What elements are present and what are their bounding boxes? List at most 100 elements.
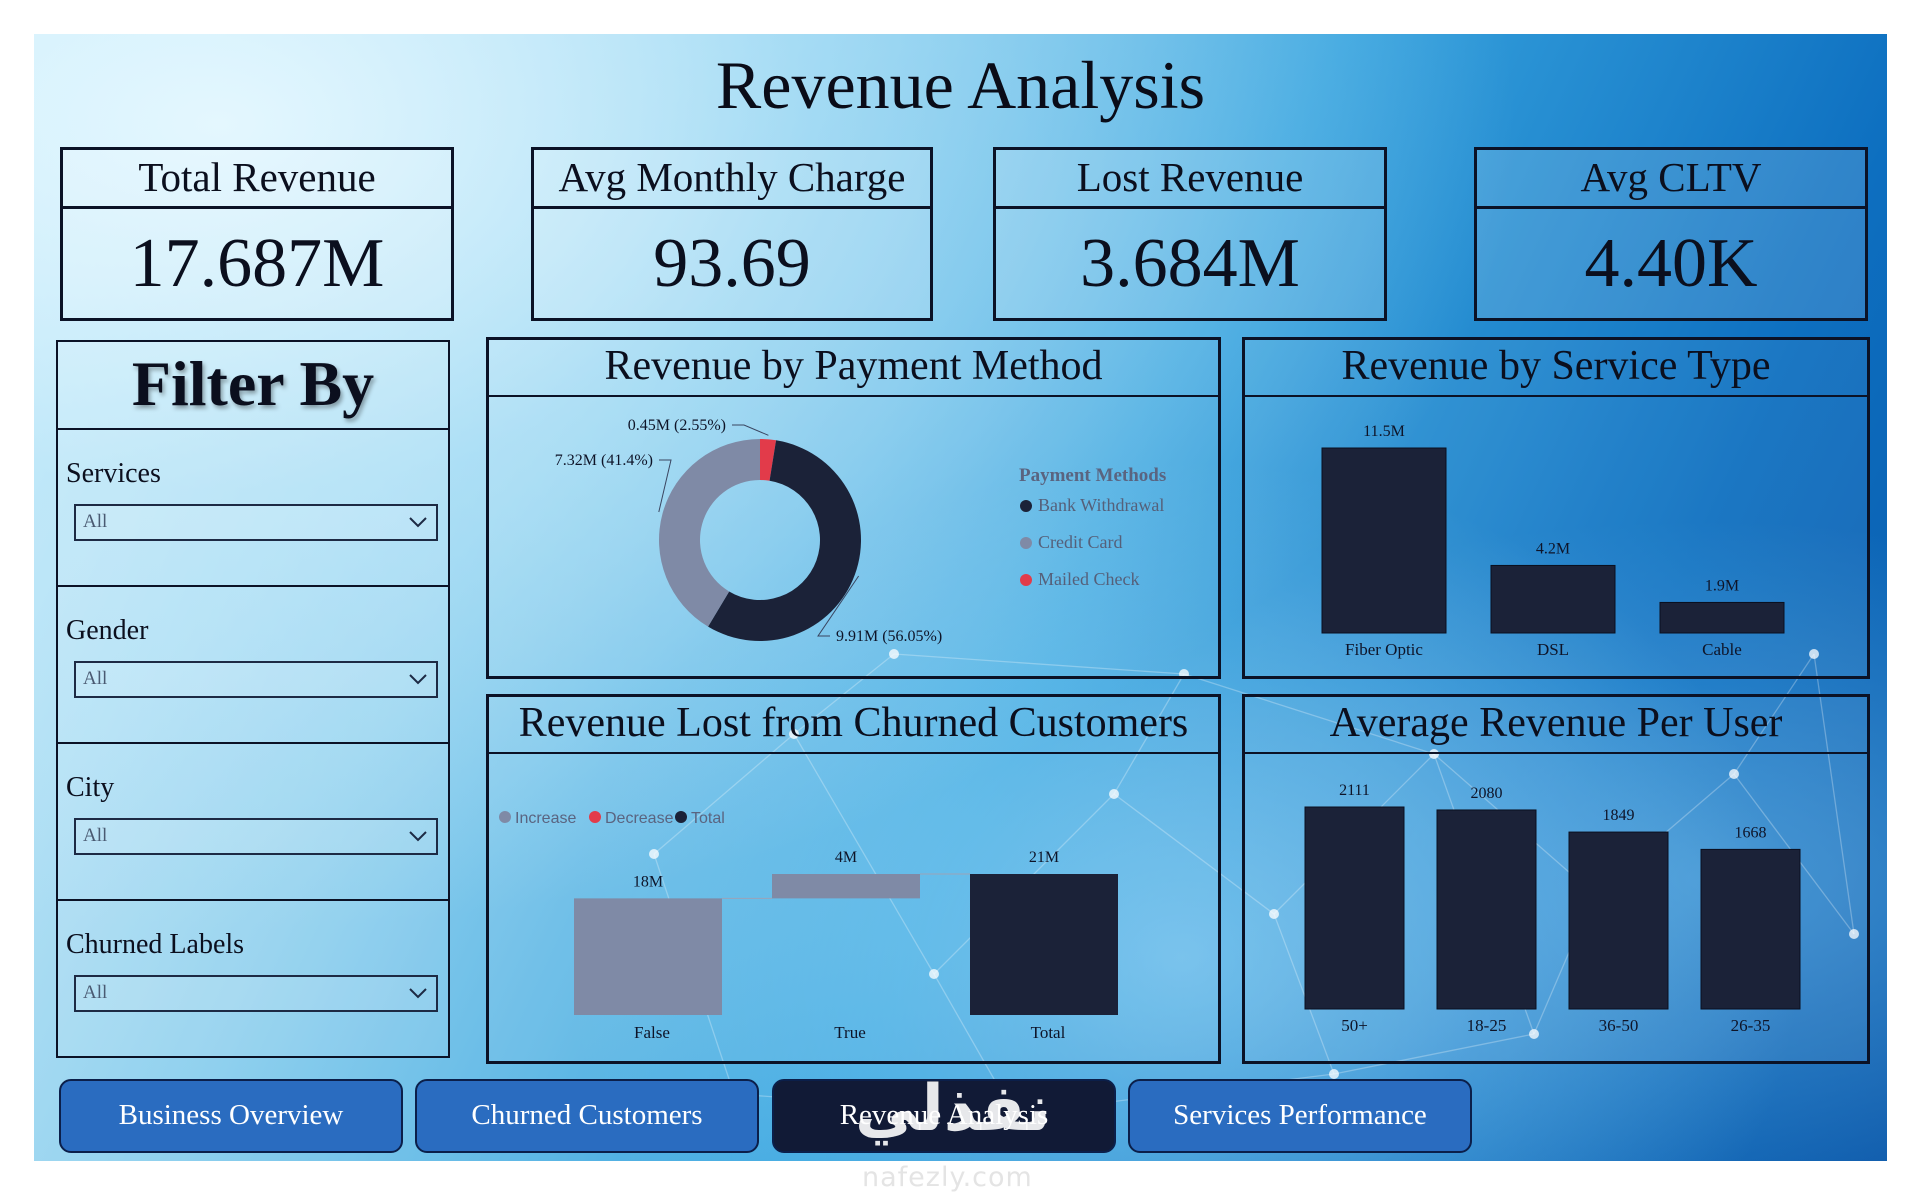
bar xyxy=(1700,848,1801,1010)
bar xyxy=(1568,831,1669,1010)
network-line xyxy=(1183,673,1435,755)
donut-data-label: 0.45M (2.55%) xyxy=(628,417,726,434)
x-tick-label: False xyxy=(634,1023,670,1042)
network-node xyxy=(1269,909,1279,919)
bar-data-label: 1849 xyxy=(1603,807,1635,824)
network-line xyxy=(1333,1033,1535,1075)
chevron-down-icon xyxy=(409,674,427,685)
panel-title: Average Revenue Per User xyxy=(1245,697,1867,754)
filter-label: City xyxy=(66,772,115,803)
kpi-avg-cltv: Avg CLTV 4.40K xyxy=(1474,147,1868,321)
legend-item: Decrease xyxy=(605,810,674,827)
dashboard-canvas: Revenue Analysis Total Revenue 17.687M A… xyxy=(34,34,1887,1161)
nav-revenue-analysis-button[interactable]: Revenue Analysis xyxy=(772,1079,1116,1153)
churned-labels-dropdown[interactable]: All xyxy=(74,975,438,1012)
filter-title: Filter By xyxy=(58,342,448,430)
legend-marker xyxy=(589,811,601,823)
x-tick-label: DSL xyxy=(1537,640,1569,659)
dropdown-value: All xyxy=(83,668,108,689)
bar xyxy=(1436,809,1537,1010)
x-tick-label: 26-35 xyxy=(1731,1016,1771,1035)
panel-title: Revenue by Service Type xyxy=(1245,340,1867,397)
bar xyxy=(772,874,920,899)
panel-title: Revenue by Payment Method xyxy=(489,340,1218,397)
network-line xyxy=(653,733,795,855)
kpi-label: Avg CLTV xyxy=(1477,150,1865,209)
services-dropdown[interactable]: All xyxy=(74,504,438,541)
donut-leader-line xyxy=(732,424,769,436)
arpu-panel: Average Revenue Per User 2111 50+ 2080 18-2… xyxy=(1242,694,1870,1064)
gender-dropdown[interactable]: All xyxy=(74,661,438,698)
x-tick-label: True xyxy=(834,1023,866,1042)
nav-business-overview-button[interactable]: Business Overview xyxy=(59,1079,403,1153)
dropdown-value: All xyxy=(83,511,108,532)
chevron-down-icon xyxy=(409,517,427,528)
network-line xyxy=(1813,653,1855,935)
filter-label: Gender xyxy=(66,615,149,646)
legend-marker xyxy=(1020,537,1032,549)
donut-leader-line xyxy=(658,459,672,513)
payment-method-panel: Revenue by Payment Method 9.91M (56.05%)… xyxy=(486,337,1221,679)
page-title: Revenue Analysis xyxy=(715,47,1206,123)
legend-marker xyxy=(675,811,687,823)
bar-data-label: 11.5M xyxy=(1363,423,1405,440)
filter-label: Services xyxy=(66,458,161,489)
network-node xyxy=(1729,769,1739,779)
legend-item: Total xyxy=(691,810,725,827)
legend-item: Mailed Check xyxy=(1038,569,1139,589)
x-tick-label: Total xyxy=(1031,1023,1066,1042)
kpi-avg-monthly-charge: Avg Monthly Charge 93.69 xyxy=(531,147,933,321)
network-node xyxy=(1329,1069,1339,1079)
network-line xyxy=(893,653,1185,675)
arpu-bar-chart: 2111 50+ 2080 18-25 1849 36-50 1668 26-35 xyxy=(1304,782,1801,1035)
churn-waterfall-chart: Increase Decrease Total 18M False 4M True 21M To… xyxy=(499,810,1118,1042)
bar xyxy=(1490,564,1616,634)
network-line xyxy=(1113,793,1275,915)
network-node xyxy=(1429,749,1439,759)
watermark-url: nafezly.com xyxy=(862,1162,1033,1193)
x-tick-label: Cable xyxy=(1702,640,1742,659)
bar xyxy=(574,898,722,1015)
bar-data-label: 4.2M xyxy=(1536,540,1570,557)
kpi-value: 17.687M xyxy=(129,225,385,302)
donut-data-label: 9.91M (56.05%) xyxy=(836,628,942,645)
network-line xyxy=(1733,653,1815,775)
bar xyxy=(1321,447,1447,634)
filter-panel: Filter By Services All Gender All City A… xyxy=(56,340,450,1058)
filter-services: Services All xyxy=(58,430,448,587)
legend-title: Payment Methods xyxy=(1019,465,1166,486)
network-node xyxy=(889,649,899,659)
kpi-label: Total Revenue xyxy=(63,150,451,209)
watermark-logo: نفذلي xyxy=(855,1072,1051,1146)
network-node xyxy=(1109,789,1119,799)
network-node xyxy=(1849,929,1859,939)
x-tick-label: Fiber Optic xyxy=(1345,640,1423,659)
filter-city: City All xyxy=(58,744,448,901)
filter-gender: Gender All xyxy=(58,587,448,744)
kpi-label: Avg Monthly Charge xyxy=(534,150,930,209)
nav-services-performance-button[interactable]: Services Performance xyxy=(1128,1079,1472,1153)
legend-item: Bank Withdrawal xyxy=(1038,495,1164,515)
legend-item: Credit Card xyxy=(1038,532,1122,552)
legend-marker xyxy=(499,811,511,823)
network-node xyxy=(789,729,799,739)
network-node xyxy=(929,969,939,979)
donut-slice xyxy=(760,439,777,481)
legend-marker xyxy=(1020,500,1032,512)
network-node xyxy=(649,849,659,859)
kpi-value: 93.69 xyxy=(653,225,811,302)
filter-label: Churned Labels xyxy=(66,929,245,960)
nav-churned-customers-button[interactable]: Churned Customers xyxy=(415,1079,759,1153)
bar-data-label: 21M xyxy=(1029,849,1059,866)
kpi-lost-revenue: Lost Revenue 3.684M xyxy=(993,147,1387,321)
city-dropdown[interactable]: All xyxy=(74,818,438,855)
x-tick-label: 18-25 xyxy=(1467,1016,1507,1035)
x-tick-label: 50+ xyxy=(1341,1016,1368,1035)
network-line xyxy=(1273,913,1335,1075)
bar-data-label: 1.9M xyxy=(1705,577,1739,594)
service-bar-chart: 11.5M Fiber Optic 4.2M DSL 1.9M Cable xyxy=(1321,423,1785,659)
donut-slice xyxy=(708,440,861,641)
bar xyxy=(970,874,1118,1015)
network-line xyxy=(793,733,935,975)
bar xyxy=(1659,601,1785,634)
